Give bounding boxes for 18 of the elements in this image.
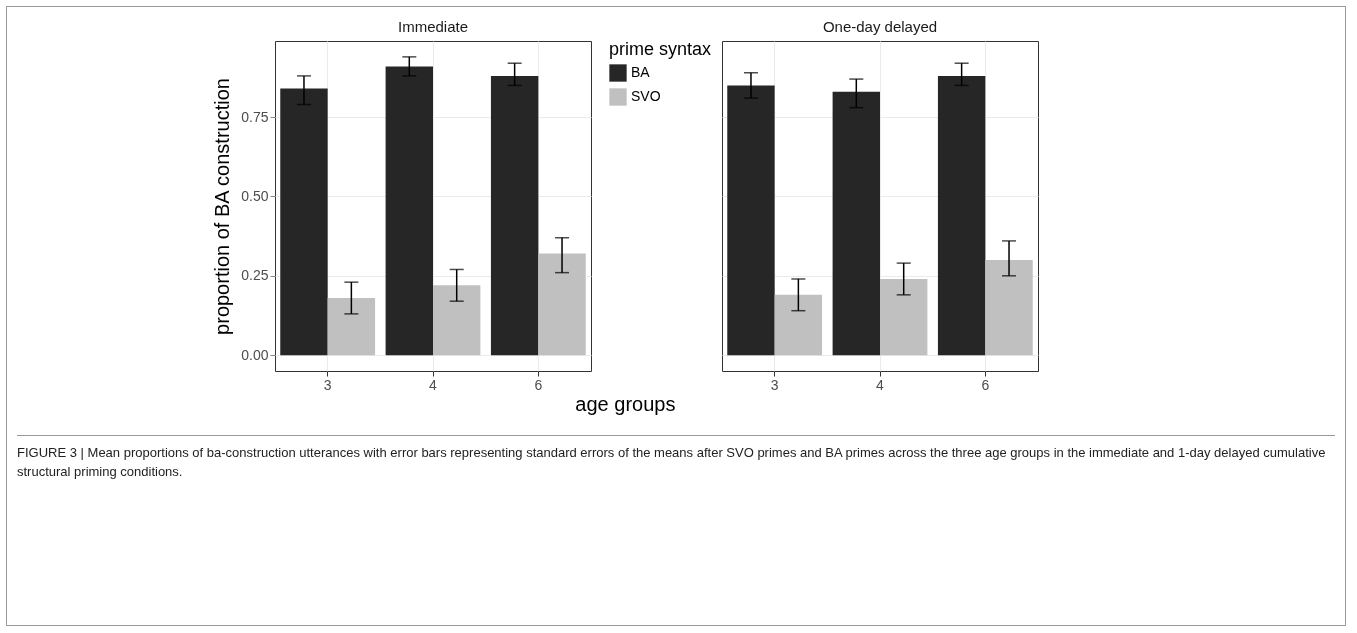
x-tick-label: 3 bbox=[770, 376, 779, 393]
x-tick-label: 6 bbox=[981, 376, 990, 393]
chart-title: Immediate bbox=[397, 18, 469, 35]
x-tick-label: 4 bbox=[876, 376, 885, 393]
legend-label: BA bbox=[631, 64, 651, 80]
y-tick-label: 0.75 bbox=[241, 108, 269, 125]
x-tick-label: 4 bbox=[429, 376, 438, 393]
y-tick-label: 0.00 bbox=[241, 346, 269, 363]
legend-title: prime syntax bbox=[609, 39, 712, 59]
chart-title: One-day delayed bbox=[822, 18, 938, 35]
y-tick-label: 0.50 bbox=[241, 187, 269, 204]
legend-label: SVO bbox=[631, 88, 661, 104]
x-tick-label: 3 bbox=[323, 376, 332, 393]
x-axis-title: age groups bbox=[575, 392, 676, 415]
x-tick-label: 6 bbox=[534, 376, 543, 393]
caption: FIGURE 3 | Mean proportions of ba-construction utterances with error bars representing standard errors of the means after SVO primes and BA primes across the three age groups in the immediate and 1-day delayed cumulative structural priming conditions. bbox=[17, 444, 1327, 481]
y-axis-title: proportion of BA construction bbox=[211, 78, 234, 335]
y-tick-label: 0.25 bbox=[241, 267, 269, 284]
